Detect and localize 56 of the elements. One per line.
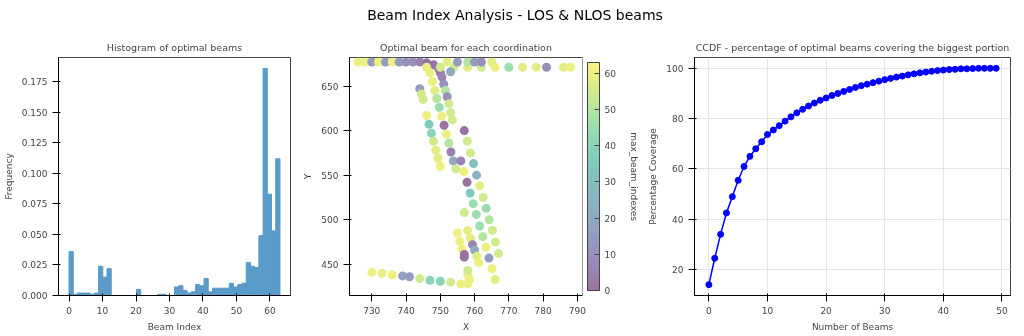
color-bar-label: 50 [604, 105, 617, 116]
y-tick-label: 0.125 [21, 138, 48, 149]
y-axis-title: Percentage Coverage [648, 127, 659, 225]
y-tick-label: 500 [321, 215, 339, 226]
y-tick-label: 0.100 [21, 168, 48, 179]
x-tick-label: 30 [879, 305, 891, 316]
x-tick-label: 40 [937, 305, 950, 316]
y-tick-label: 0.050 [21, 229, 48, 240]
x-tick-label: 30 [163, 305, 176, 316]
x-tick-label: 20 [820, 305, 833, 316]
x-tick-label: 730 [363, 305, 381, 316]
x-tick-label: 10 [96, 305, 109, 316]
x-tick-label: 20 [130, 305, 142, 316]
y-tick-label: 0.150 [21, 107, 48, 118]
x-tick-label: 790 [568, 305, 587, 316]
y-tick-label: 100 [666, 63, 684, 74]
x-tick-label: 0 [66, 305, 73, 316]
x-axis-title: Number of Beams [811, 321, 894, 332]
chart-title: CCDF - percentage of optimal beams covering the biggest portion [695, 41, 1010, 53]
x-tick-label: 780 [534, 305, 552, 316]
y-tick-label: 450 [321, 259, 339, 270]
x-tick-label: 10 [761, 305, 774, 316]
chart-title: Optimal beam for each coordination [380, 41, 552, 53]
y-tick-label: 80 [672, 114, 684, 125]
y-axis-title: Frequency [3, 152, 14, 200]
x-tick-label: 760 [465, 305, 484, 316]
color-bar-title: max_beam_indexes [628, 132, 639, 222]
x-axis-title: X [462, 321, 470, 332]
x-axis-title: Beam Index [147, 321, 202, 332]
x-tick-label: 60 [264, 305, 276, 316]
color-bar-label: 60 [604, 68, 617, 79]
x-tick-label: 40 [197, 305, 209, 316]
x-tick-label: 50 [230, 305, 243, 316]
x-tick-label: 50 [996, 305, 1008, 316]
y-axis-title: Y [303, 173, 314, 181]
y-tick-label: 600 [321, 126, 339, 137]
y-tick-label: 0.025 [21, 260, 48, 271]
color-bar-label: 20 [604, 213, 617, 224]
text: Beam Index Analysis - LOS & NLOS beams [367, 6, 663, 25]
x-tick-label: 0 [706, 305, 712, 316]
color-bar-label: 30 [604, 177, 617, 188]
color-bar-label: 40 [604, 141, 617, 152]
y-tick-label: 40 [672, 214, 684, 225]
y-tick-label: 20 [672, 265, 684, 276]
y-tick-label: 650 [321, 81, 339, 92]
x-tick-label: 770 [500, 305, 518, 316]
x-tick-label: 750 [431, 305, 450, 316]
color-bar-label: 10 [604, 249, 617, 260]
color-bar-label: 0 [604, 286, 611, 296]
x-tick-label: 740 [397, 305, 415, 316]
y-tick-label: 0.075 [21, 199, 48, 210]
y-tick-label: 0.175 [21, 77, 48, 88]
chart-title: Histogram of optimal beams [106, 41, 243, 53]
y-tick-label: 550 [321, 170, 339, 181]
y-tick-label: 60 [672, 164, 684, 175]
y-tick-label: 0.000 [21, 291, 48, 301]
